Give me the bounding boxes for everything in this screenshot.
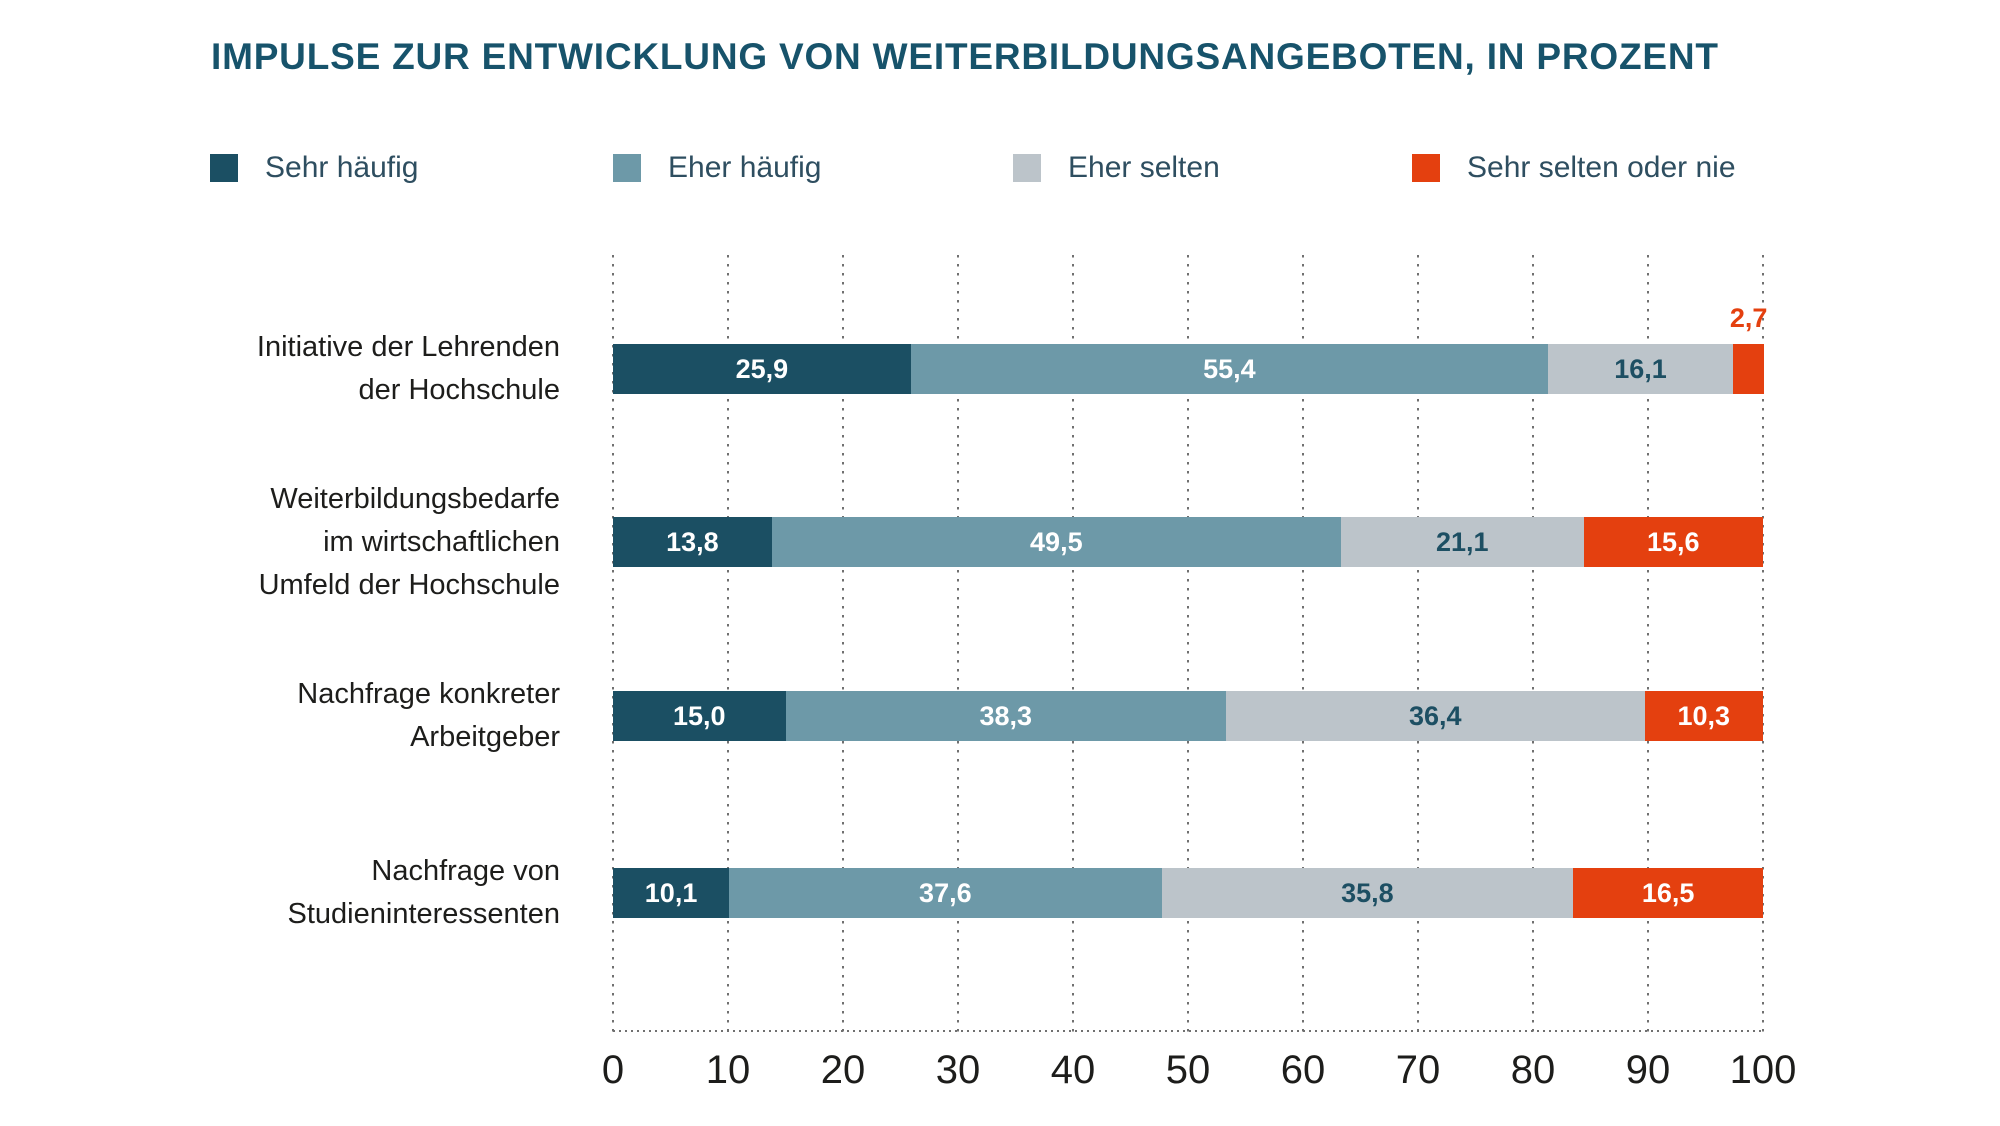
legend-swatch-icon bbox=[1013, 154, 1041, 182]
bar-value-label: 2,7 bbox=[1729, 303, 1768, 333]
x-axis-tick-label: 20 bbox=[820, 1048, 866, 1092]
bar-segment bbox=[1733, 344, 1765, 394]
x-axis-tick-label: 10 bbox=[705, 1048, 751, 1092]
legend-label: Sehr häufig bbox=[265, 151, 419, 184]
gridline bbox=[1072, 255, 1074, 1032]
gridline bbox=[1187, 255, 1189, 1032]
category-label: Initiative der Lehrenden der Hochschule bbox=[0, 326, 560, 412]
bar-value-label: 21,1 bbox=[1435, 526, 1489, 557]
gridline bbox=[842, 255, 844, 1032]
legend-item: Sehr selten oder nie bbox=[1412, 151, 1736, 184]
category-label-line: Nachfrage von bbox=[371, 855, 560, 887]
bar-segment: 21,1 bbox=[1340, 517, 1584, 567]
bar-value-label: 16,1 bbox=[1614, 353, 1667, 384]
category-label-line: Weiterbildungsbedarfe bbox=[270, 482, 560, 515]
bar-segment: 16,1 bbox=[1547, 344, 1734, 394]
plot-area: 25,9 55,4 16,1 2,7 13,8 49,5 21,1 15,6 15,0 38,3 3… bbox=[612, 255, 1767, 1032]
legend-swatch-icon bbox=[613, 154, 641, 182]
bar-segment: 49,5 bbox=[771, 517, 1341, 567]
bar-value-label: 38,3 bbox=[979, 700, 1032, 731]
x-axis-tick-label: 40 bbox=[1050, 1048, 1096, 1092]
legend-label: Sehr selten oder nie bbox=[1467, 151, 1736, 184]
bar-value-label: 49,5 bbox=[1030, 526, 1083, 557]
legend-item: Eher häufig bbox=[613, 151, 822, 184]
gridline bbox=[1647, 255, 1649, 1032]
gridline bbox=[1302, 255, 1304, 1032]
bar-value-label: 25,9 bbox=[735, 353, 789, 384]
bar-segment: 55,4 bbox=[910, 344, 1548, 394]
bar-row: 10,1 37,6 35,8 16,5 bbox=[613, 868, 1763, 918]
legend-item: Eher selten bbox=[1013, 151, 1220, 184]
bar-segment: 10,3 bbox=[1644, 691, 1763, 741]
bar-segment: 13,8 bbox=[613, 517, 772, 567]
gridline bbox=[1762, 255, 1764, 1032]
gridline bbox=[612, 255, 614, 1032]
legend-label: Eher selten bbox=[1068, 151, 1220, 184]
category-label: Nachfrage konkreter Arbeitgeber bbox=[0, 673, 560, 759]
bar-segment: 15,0 bbox=[613, 691, 786, 741]
bar-value-label: 55,4 bbox=[1203, 353, 1256, 384]
x-axis-tick-label: 80 bbox=[1510, 1048, 1556, 1092]
x-axis-tick-label: 0 bbox=[601, 1048, 625, 1092]
category-label-line: der Hochschule bbox=[358, 374, 561, 406]
gridline bbox=[1532, 255, 1534, 1032]
x-axis-tick-label: 100 bbox=[1729, 1048, 1797, 1092]
bar-segment: 15,6 bbox=[1583, 517, 1763, 567]
bar-row: 15,0 38,3 36,4 10,3 bbox=[613, 691, 1763, 741]
legend-swatch-icon bbox=[210, 154, 238, 182]
gridline bbox=[957, 255, 959, 1032]
bar-segment: 36,4 bbox=[1225, 691, 1645, 741]
bar-segment: 37,6 bbox=[729, 868, 1162, 918]
x-axis-tick-label: 70 bbox=[1395, 1048, 1441, 1092]
bar-segment: 38,3 bbox=[785, 691, 1226, 741]
bar-value-label: 10,1 bbox=[644, 877, 698, 908]
legend-label: Eher häufig bbox=[668, 151, 822, 184]
bar-value-label: 36,4 bbox=[1408, 700, 1462, 731]
bar-value-label: 15,6 bbox=[1647, 526, 1700, 557]
category-label: Nachfrage von Studieninteressenten bbox=[0, 850, 560, 936]
category-label-line: Studieninteressenten bbox=[287, 898, 560, 930]
legend-item: Sehr häufig bbox=[210, 151, 419, 184]
bar-value-label: 10,3 bbox=[1677, 700, 1731, 731]
bar-value-label: 15,0 bbox=[672, 700, 726, 731]
bar-value-label: 16,5 bbox=[1641, 877, 1695, 908]
gridline bbox=[727, 255, 729, 1032]
bar-segment: 25,9 bbox=[613, 344, 911, 394]
bar-segment: 35,8 bbox=[1161, 868, 1574, 918]
x-axis-tick-label: 50 bbox=[1165, 1048, 1211, 1092]
bar-value-label: 35,8 bbox=[1341, 877, 1394, 908]
category-label-line: Umfeld der Hochschule bbox=[258, 568, 560, 601]
category-label-line: Nachfrage konkreter bbox=[297, 678, 560, 710]
chart-title: IMPULSE ZUR ENTWICKLUNG VON WEITERBILDUN… bbox=[211, 36, 1719, 77]
category-label-line: im wirtschaftlichen bbox=[323, 525, 560, 558]
legend-swatch-icon bbox=[1412, 154, 1440, 182]
x-axis-baseline bbox=[613, 1030, 1765, 1032]
bar-value-label: 13,8 bbox=[666, 526, 719, 557]
category-label: Weiterbildungsbedarfe im wirtschaftlichen… bbox=[0, 478, 560, 607]
bar-row: 25,9 55,4 16,1 bbox=[613, 344, 1765, 394]
bar-value-label: 37,6 bbox=[919, 877, 972, 908]
x-axis-tick-label: 90 bbox=[1625, 1048, 1671, 1092]
bar-segment: 10,1 bbox=[613, 868, 730, 918]
x-axis-tick-label: 30 bbox=[935, 1048, 981, 1092]
bar-segment: 16,5 bbox=[1573, 868, 1763, 918]
x-axis-tick-label: 60 bbox=[1280, 1048, 1326, 1092]
category-label-line: Arbeitgeber bbox=[410, 721, 560, 753]
gridline bbox=[1417, 255, 1419, 1032]
bar-row: 13,8 49,5 21,1 15,6 bbox=[613, 517, 1763, 567]
category-label-line: Initiative der Lehrenden bbox=[256, 331, 560, 363]
